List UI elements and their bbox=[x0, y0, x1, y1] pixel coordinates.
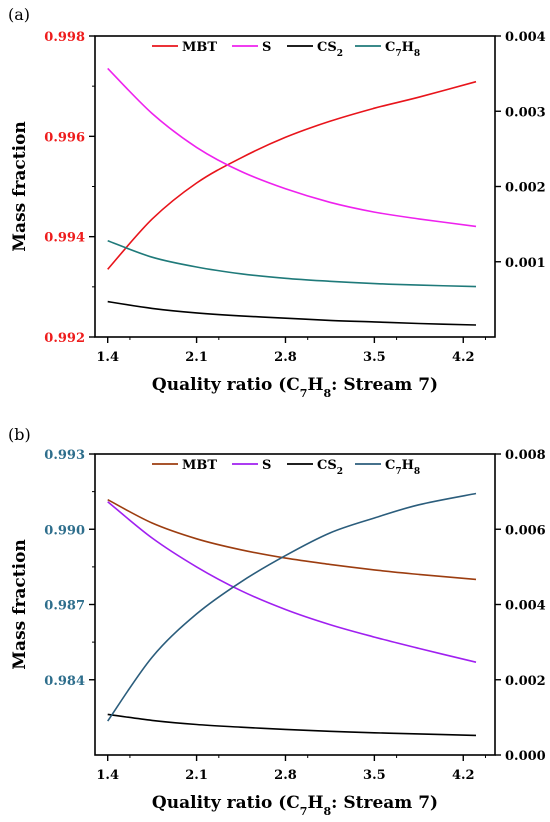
chart-panel-a: (a) 1.4 2.1 2.8 3.5 4.2 0.992 0.994 0.996 0.998 0.… bbox=[8, 5, 546, 400]
left-y-tick-label: 0.987 bbox=[44, 599, 85, 614]
chart-panel-b: (b) 1.4 2.1 2.8 3.5 4.2 0.984 0.987 0.990 0.993 0.… bbox=[8, 425, 546, 818]
plot-frame bbox=[94, 35, 496, 338]
x-tick-label: 2.8 bbox=[274, 768, 297, 783]
x-tick-label: 1.4 bbox=[96, 768, 119, 783]
left-y-tick-label: 0.992 bbox=[44, 331, 85, 346]
panel-label: (b) bbox=[8, 425, 31, 444]
left-y-tick-label: 0.984 bbox=[44, 674, 85, 689]
series-line-s bbox=[107, 501, 477, 663]
x-tick-label: 4.2 bbox=[452, 350, 475, 365]
legend-label-c7h8: C7H8 bbox=[385, 458, 420, 477]
right-y-tick-label: 0.002 bbox=[505, 674, 546, 689]
plot-frame bbox=[94, 453, 496, 756]
y-axis-title: Mass fraction bbox=[10, 539, 30, 670]
x-tick-label: 4.2 bbox=[452, 768, 475, 783]
series-line-c7h8 bbox=[107, 492, 477, 722]
x-tick-label: 2.1 bbox=[185, 350, 208, 365]
x-tick-label: 2.8 bbox=[274, 350, 297, 365]
series-line-cs2 bbox=[107, 300, 477, 326]
series-line-s bbox=[107, 67, 477, 228]
left-y-tick-label: 0.993 bbox=[44, 448, 85, 463]
x-tick-label: 3.5 bbox=[363, 768, 386, 783]
left-y-tick-label: 0.996 bbox=[44, 130, 85, 145]
left-y-tick-label: 0.990 bbox=[44, 523, 85, 538]
right-y-tick-label: 0.008 bbox=[505, 448, 546, 463]
x-axis-title: Quality ratio (C7H8: Stream 7) bbox=[152, 375, 438, 400]
x-tick-label: 2.1 bbox=[185, 768, 208, 783]
x-tick-label: 1.4 bbox=[96, 350, 119, 365]
right-y-tick-label: 0.002 bbox=[505, 181, 546, 196]
series-line-cs2 bbox=[107, 713, 477, 737]
legend-label-cs2: CS2 bbox=[317, 458, 343, 477]
right-y-tick-label: 0.006 bbox=[505, 523, 546, 538]
y-axis-title: Mass fraction bbox=[10, 121, 30, 252]
series-line-mbt bbox=[107, 80, 477, 270]
x-tick-label: 3.5 bbox=[363, 350, 386, 365]
right-y-tick-label: 0.003 bbox=[505, 105, 546, 120]
panel-label: (a) bbox=[8, 5, 30, 24]
legend-label-s: S bbox=[262, 458, 271, 473]
legend-label-mbt: MBT bbox=[182, 458, 217, 473]
left-y-tick-label: 0.998 bbox=[44, 30, 85, 45]
series-line-mbt bbox=[107, 498, 477, 581]
right-y-tick-label: 0.004 bbox=[505, 599, 546, 614]
right-y-tick-label: 0.001 bbox=[505, 256, 546, 271]
right-y-tick-label: 0.004 bbox=[505, 30, 546, 45]
legend-label-c7h8: C7H8 bbox=[385, 40, 420, 59]
legend-label-cs2: CS2 bbox=[317, 40, 343, 59]
right-y-tick-label: 0.000 bbox=[505, 749, 546, 764]
legend-label-s: S bbox=[262, 40, 271, 55]
legend-label-mbt: MBT bbox=[182, 40, 217, 55]
series-line-c7h8 bbox=[107, 239, 477, 288]
left-y-tick-label: 0.994 bbox=[44, 231, 85, 246]
x-axis-title: Quality ratio (C7H8: Stream 7) bbox=[152, 793, 438, 818]
